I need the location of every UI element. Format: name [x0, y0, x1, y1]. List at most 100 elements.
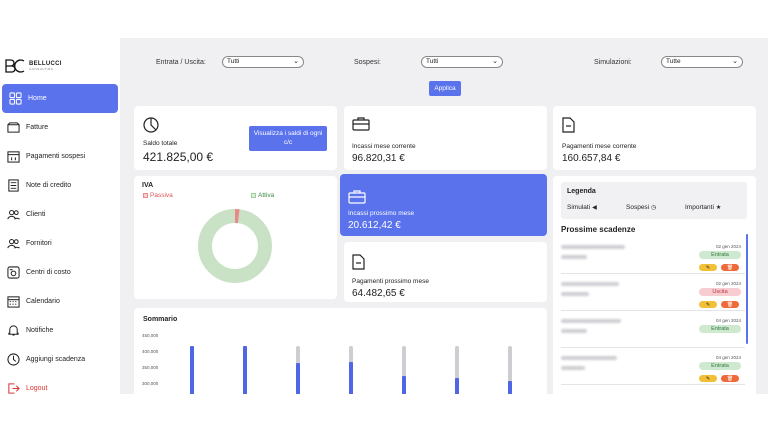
sidebar-item-fornitori[interactable]: Fornitori: [0, 229, 120, 258]
sidebar-item-label: Calendario: [26, 298, 60, 305]
bar-track: [508, 346, 512, 394]
apply-button[interactable]: Applica: [429, 81, 461, 96]
calendar-pause-icon: [6, 150, 20, 164]
sidebar-item-clienti[interactable]: Clienti: [0, 200, 120, 229]
filter-simulazioni-label: Simulazioni:: [594, 59, 632, 66]
sidebar: BELLUCCI CONSULTING Home Fatture Pagamenti…: [0, 38, 120, 394]
star-icon: ★: [715, 205, 722, 211]
redacted-amount: [561, 366, 585, 370]
sidebar-item-aggiungi-scadenza[interactable]: Aggiungi scadenza: [0, 345, 120, 374]
clock-icon: [6, 353, 20, 367]
pagamenti-corrente-label: Pagamenti mese corrente: [562, 143, 637, 150]
y-tick-label: 300,000: [142, 381, 159, 386]
scadenza-item[interactable]: 02 gen 2024 Entrata ✎ 🗑: [561, 238, 745, 274]
tag-icon: ◀: [592, 205, 597, 211]
bar[interactable]: [508, 381, 512, 394]
chevron-down-icon: ⌄: [732, 58, 738, 65]
chevron-down-icon: ⌄: [492, 58, 498, 65]
scadenza-type-badge: Entrata: [699, 325, 741, 333]
bar[interactable]: [455, 378, 459, 394]
legenda-sospesi: Sospesi ◷: [626, 204, 656, 211]
sidebar-item-label: Centri di costo: [26, 269, 71, 276]
trash-icon[interactable]: 🗑: [721, 264, 739, 271]
view-account-balances-button[interactable]: Visualizza i saldi di ogni c/c: [249, 126, 327, 151]
filter-sospesi-select[interactable]: Tutti ⌄: [421, 56, 503, 68]
sidebar-item-logout[interactable]: Logout: [0, 374, 120, 394]
y-tick-label: 400,000: [142, 349, 159, 354]
bar-track: [455, 346, 459, 394]
bar[interactable]: [402, 376, 406, 394]
trash-icon[interactable]: 🗑: [721, 301, 739, 308]
sidebar-item-notifiche[interactable]: Notifiche: [0, 316, 120, 345]
scadenza-date: 02 gen 2024: [715, 281, 741, 286]
sidebar-item-label: Notifiche: [26, 327, 54, 334]
redacted-name: [561, 245, 625, 249]
sidebar-item-home[interactable]: Home: [2, 84, 118, 113]
legenda-importanti: Importanti ★: [685, 204, 721, 211]
document-minus-icon: [562, 117, 575, 133]
filter-entrata-uscita-select[interactable]: Tutti ⌄: [222, 56, 304, 68]
sidebar-item-label: Home: [28, 95, 47, 102]
legenda-title: Legenda: [567, 188, 596, 195]
app-window: BELLUCCI CONSULTING Home Fatture Pagamenti…: [0, 38, 768, 394]
bar[interactable]: [243, 346, 247, 394]
scadenza-item[interactable]: 04 gen 2024 Entrata ✎ 🗑: [561, 349, 745, 385]
redacted-name: [561, 319, 621, 323]
sidebar-item-label: Pagamenti sospesi: [26, 153, 86, 160]
legend-passiva[interactable]: Passiva: [143, 192, 173, 199]
document-list-icon: [6, 179, 20, 193]
saldo-label: Saldo totale: [143, 140, 178, 147]
trash-icon[interactable]: 🗑: [721, 375, 739, 382]
legenda-importanti-label: Importanti: [685, 204, 714, 211]
edit-icon[interactable]: ✎: [699, 264, 717, 271]
brand-sub: CONSULTING: [29, 67, 54, 71]
legend-attiva-label: Attiva: [258, 192, 275, 199]
attiva-swatch-icon: [251, 193, 256, 198]
sidebar-item-calendario[interactable]: Calendario: [0, 287, 120, 316]
scadenza-date: 04 gen 2024: [715, 318, 741, 323]
filter-entrata-uscita-label: Entrata / Uscita:: [156, 59, 206, 66]
scadenze-scrollbar[interactable]: [746, 234, 748, 344]
filter-simulazioni-select[interactable]: Tutte ⌄: [661, 56, 743, 68]
legend-attiva[interactable]: Attiva: [251, 192, 274, 199]
sidebar-item-label: Fornitori: [26, 240, 52, 247]
sidebar-item-pagamenti-sospesi[interactable]: Pagamenti sospesi: [0, 142, 120, 171]
chevron-down-icon: ⌄: [293, 58, 299, 65]
scadenze-title: Prossime scadenze: [561, 225, 636, 234]
calendar-icon: [6, 295, 20, 309]
bar[interactable]: [190, 346, 194, 394]
scadenza-date: 02 gen 2024: [715, 244, 741, 249]
attiva-slice[interactable]: [198, 209, 272, 283]
sidebar-item-centri-di-costo[interactable]: Centri di costo: [0, 258, 120, 287]
users-icon: [6, 237, 20, 251]
scadenza-item[interactable]: 04 gen 2024 Entrata: [561, 312, 745, 348]
legenda-simulati: Simulati ◀: [567, 204, 597, 211]
brand-logo[interactable]: BELLUCCI CONSULTING: [4, 58, 62, 74]
bar-track: [402, 346, 406, 394]
iva-card: IVA Passiva Attiva: [134, 176, 337, 299]
legenda-sospesi-label: Sospesi: [626, 204, 650, 211]
brand-name: BELLUCCI: [29, 61, 62, 67]
sidebar-item-fatture[interactable]: Fatture: [0, 113, 120, 142]
legenda-simulati-label: Simulati: [567, 204, 591, 211]
sidebar-item-label: Clienti: [26, 211, 46, 218]
clock-icon: ◷: [651, 205, 657, 211]
bar[interactable]: [349, 362, 353, 394]
pie-chart-icon: [143, 117, 159, 133]
briefcase-icon: [348, 190, 366, 204]
passiva-slice[interactable]: [198, 209, 272, 283]
filter-entrata-uscita-value: Tutti: [227, 58, 240, 65]
redacted-amount: [561, 329, 587, 333]
legenda-box: Legenda Simulati ◀ Sospesi ◷ Importanti …: [561, 182, 747, 219]
logout-icon: [6, 382, 20, 395]
sidebar-item-note-di-credito[interactable]: Note di credito: [0, 171, 120, 200]
scadenza-item[interactable]: 02 gen 2024 Uscita ✎ 🗑: [561, 275, 745, 311]
bar[interactable]: [296, 363, 300, 394]
edit-icon[interactable]: ✎: [699, 375, 717, 382]
incassi-prossimo-value: 20.612,42 €: [348, 220, 401, 231]
edit-icon[interactable]: ✎: [699, 301, 717, 308]
iva-donut-chart: [198, 209, 272, 283]
main-content: Entrata / Uscita: Tutti ⌄ Sospesi: Tutti…: [122, 38, 768, 394]
pagamenti-prossimo-card: Pagamenti prossimo mese 64.482,65 €: [344, 242, 547, 302]
briefcase-icon: [352, 117, 370, 131]
